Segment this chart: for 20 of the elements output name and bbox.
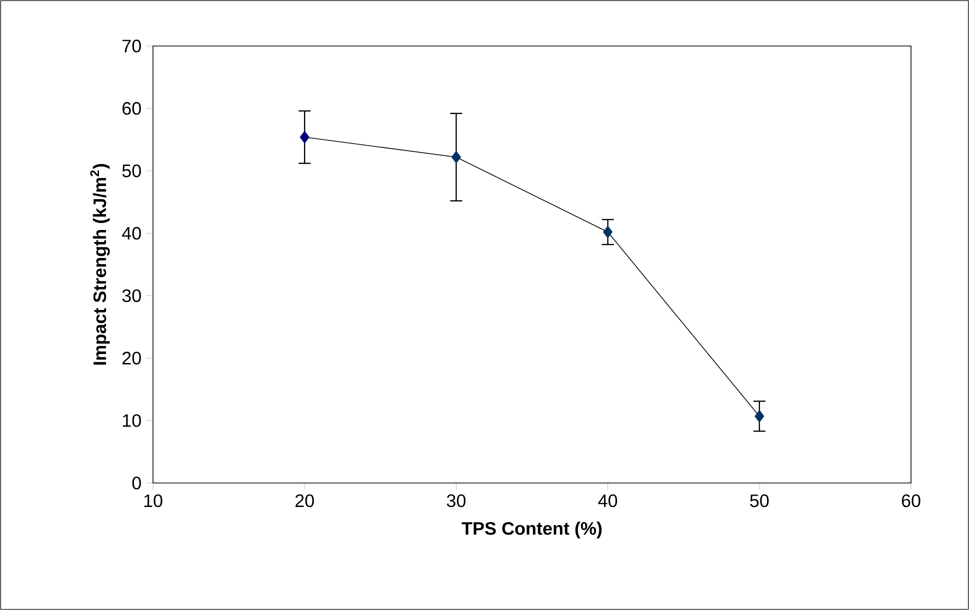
x-tick-label: 50	[750, 494, 769, 508]
y-tick-label: 10	[122, 414, 141, 427]
y-tick-label: 60	[122, 102, 141, 115]
x-axis-title: TPS Content (%)	[462, 522, 602, 538]
y-axis-title: Impact Strength (kJ/m$^{2}$)	[90, 164, 110, 365]
point	[603, 226, 613, 238]
y-tick-label: 0	[132, 476, 141, 490]
y-tick-label: 20	[122, 352, 141, 365]
x-tick-label: 20	[295, 494, 314, 508]
point	[451, 150, 461, 164]
x-tick-label: 60	[902, 494, 920, 508]
x-tick-label: 30	[446, 494, 466, 508]
y-tick-label: 30	[122, 289, 141, 302]
y-tick-label: 70	[122, 40, 141, 52]
y-tick-label: 50	[122, 164, 141, 178]
point	[754, 410, 764, 422]
x-tick-label: 10	[144, 494, 162, 508]
y-tick-label: 40	[122, 226, 141, 240]
point	[300, 130, 310, 144]
x-tick-label: 40	[598, 494, 618, 508]
